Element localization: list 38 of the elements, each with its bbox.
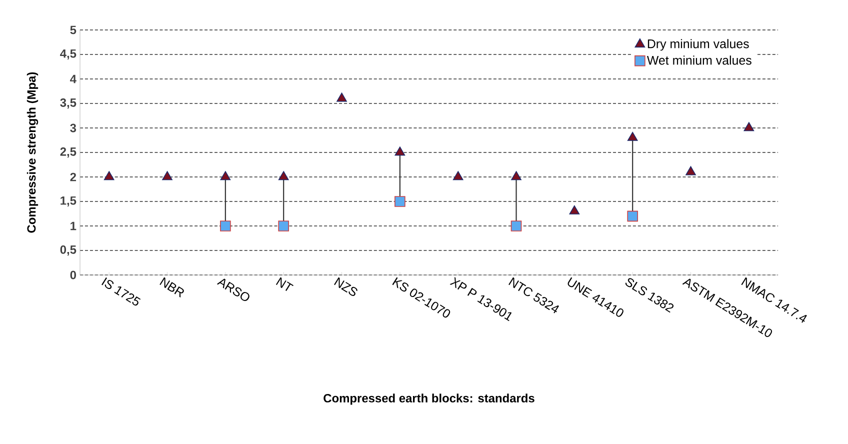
point [627,210,638,222]
x-tick-label: IS 1725 [102,277,141,306]
x-tick-label: NTC 5324 [508,277,560,314]
point [511,171,522,180]
point [278,171,289,180]
point [162,171,172,180]
point [394,146,406,156]
point [336,92,347,102]
y-tick-label: 4,5 [60,49,76,60]
point [452,171,464,180]
x-tick-label: NBR [160,277,184,298]
y-tick-label: 5 [70,26,76,34]
legend-label: Dry minium values [648,39,749,51]
point [220,171,231,180]
y-tick-label: 1 [70,222,76,230]
point [627,132,638,141]
point [686,166,696,176]
y-tick-label: 0 [70,270,76,280]
point [220,220,231,232]
point [278,220,289,232]
y-tick-label: 2,5 [60,147,76,158]
x-tick-label: NZS [334,277,358,296]
point [394,196,406,207]
y-axis-title: Compressive strength (Mpa) [26,72,38,233]
legend-label: Wet minium values [646,56,752,65]
x-tick-label: NT [276,277,294,291]
x-tick-label: SLS 1382 [625,278,674,313]
point [104,171,114,180]
y-tick-label: 3 [70,124,76,132]
x-axis-title: Compressed earth blocks: standards [324,394,534,405]
y-tick-label: 3,5 [60,98,76,109]
y-tick-label: 2 [70,172,76,182]
point [569,205,580,214]
y-tick-label: 1,5 [60,196,76,207]
point [744,122,754,132]
y-tick-label: 0,5 [60,245,76,256]
point [510,220,522,232]
y-tick-label: 4 [70,74,76,84]
